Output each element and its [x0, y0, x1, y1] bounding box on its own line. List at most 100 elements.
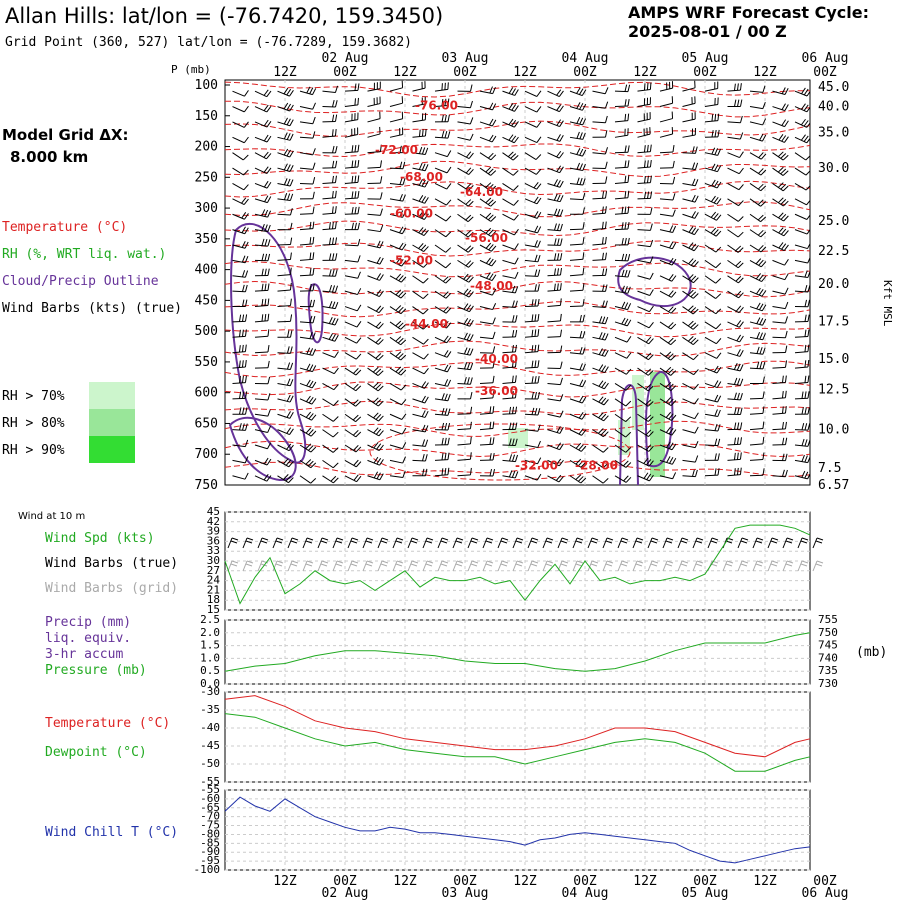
wind-barb	[412, 410, 429, 418]
wind-barb	[479, 375, 495, 384]
wind-barb	[277, 267, 292, 277]
date-label-bottom: 03 Aug	[442, 886, 489, 900]
wind-barb	[704, 365, 722, 374]
wind-barb	[592, 316, 609, 325]
wind-barb	[637, 398, 654, 407]
wind-barb	[232, 439, 249, 448]
wind-barb	[457, 100, 473, 109]
wind-barb	[299, 177, 316, 185]
wind-barb	[277, 132, 294, 141]
wind-barb	[502, 198, 519, 206]
wind-barb	[704, 163, 722, 173]
wind-barb	[232, 299, 248, 308]
wind-barb	[344, 413, 362, 423]
wind-barb	[547, 345, 563, 354]
wind-barb	[254, 180, 272, 189]
wind-barb	[727, 229, 744, 238]
surface-wind-barb	[767, 560, 779, 572]
wind-barb	[772, 242, 789, 252]
value-tick-label: -90	[200, 845, 220, 858]
wind-barb	[569, 237, 585, 246]
height-tick-label: 17.5	[818, 314, 849, 329]
legend-entry: Cloud/Precip Outline	[2, 274, 159, 289]
value-tick-label: -55	[200, 775, 220, 788]
wind-barb	[254, 360, 270, 369]
value-tick-label: -45	[200, 739, 220, 752]
wind-barb	[434, 467, 450, 477]
wind-barb	[502, 315, 518, 323]
wind-barb	[682, 178, 699, 187]
wind-barb	[637, 321, 654, 329]
wind-barb	[727, 305, 744, 314]
pressure-tick-label: 100	[195, 78, 218, 93]
value-tick-label: 0.0	[200, 677, 220, 690]
wind-barb	[479, 453, 495, 461]
hour-label-bottom: 00Z	[573, 874, 597, 889]
wind-barb	[659, 241, 677, 250]
wind-barb	[232, 241, 249, 249]
wind-barb	[794, 375, 810, 384]
wind-barb	[434, 452, 450, 461]
wind-barb	[502, 406, 518, 415]
surface-wind-barb	[242, 560, 254, 572]
wind-barb	[727, 392, 743, 401]
wind-barb	[389, 127, 404, 138]
value-tick-label: -75	[200, 819, 220, 832]
rh-level-label: RH > 70%	[2, 389, 65, 404]
wind-barb	[682, 426, 699, 434]
panel-frame	[224, 691, 811, 783]
title: Allan Hills: lat/lon = (-76.7420, 159.34…	[5, 4, 443, 28]
wind-barb	[479, 242, 497, 252]
wind-barb	[524, 196, 542, 205]
wind-barb	[254, 223, 271, 233]
wind-barb	[344, 304, 362, 312]
wind-barb	[232, 183, 249, 191]
wind-barb	[524, 240, 541, 248]
wind-barb	[659, 306, 677, 314]
panel-title: Wind at 10 m	[18, 511, 85, 522]
wind-barb	[592, 101, 609, 109]
wind-barb	[299, 162, 316, 170]
wind-barb	[682, 305, 699, 315]
wind-barb	[727, 452, 742, 461]
legend-entry: Temperature (°C)	[2, 220, 127, 235]
wind-barb	[569, 330, 586, 339]
wind-barb	[637, 207, 653, 215]
wind-barb	[682, 383, 699, 390]
wind-barb	[479, 118, 497, 127]
wind-barb	[772, 375, 787, 384]
wind-barb	[749, 258, 767, 268]
wind-barb	[569, 363, 586, 371]
wind-barb	[794, 152, 810, 161]
wind-barb	[502, 470, 519, 479]
wind-barb	[434, 183, 452, 190]
wind-barb	[412, 306, 429, 315]
wind-barb	[232, 255, 249, 264]
wind-barb	[547, 165, 564, 174]
wind-barb	[412, 367, 429, 375]
wind-barb	[772, 166, 789, 176]
wind-barb	[569, 412, 587, 420]
wind-barb	[502, 454, 519, 463]
wind-barb	[502, 151, 519, 161]
legend-entry: RH (%, WRT liq. wat.)	[2, 247, 166, 262]
pressure-axis-label: P (mb)	[171, 63, 211, 76]
wind-barb	[457, 133, 474, 141]
wind-barb	[794, 344, 810, 354]
wind-barb	[547, 193, 564, 203]
surface-wind-barb	[782, 560, 794, 572]
surface-wind-barb	[437, 560, 449, 572]
grid-spacing-value: 8.000 km	[10, 148, 88, 166]
wind-barb	[457, 391, 473, 400]
value-tick-label: -70	[200, 810, 220, 823]
wind-barb	[367, 412, 384, 422]
surface-wind-barb	[512, 560, 524, 572]
wind-barb	[322, 145, 338, 154]
wind-barb	[794, 407, 810, 415]
wind-barb	[794, 454, 810, 464]
date-label-top: 03 Aug	[442, 51, 489, 66]
wind-barb	[299, 363, 317, 373]
panel-label: Wind Barbs (grid)	[45, 581, 178, 596]
wind-barb	[344, 429, 362, 438]
wind-barb	[614, 285, 631, 294]
